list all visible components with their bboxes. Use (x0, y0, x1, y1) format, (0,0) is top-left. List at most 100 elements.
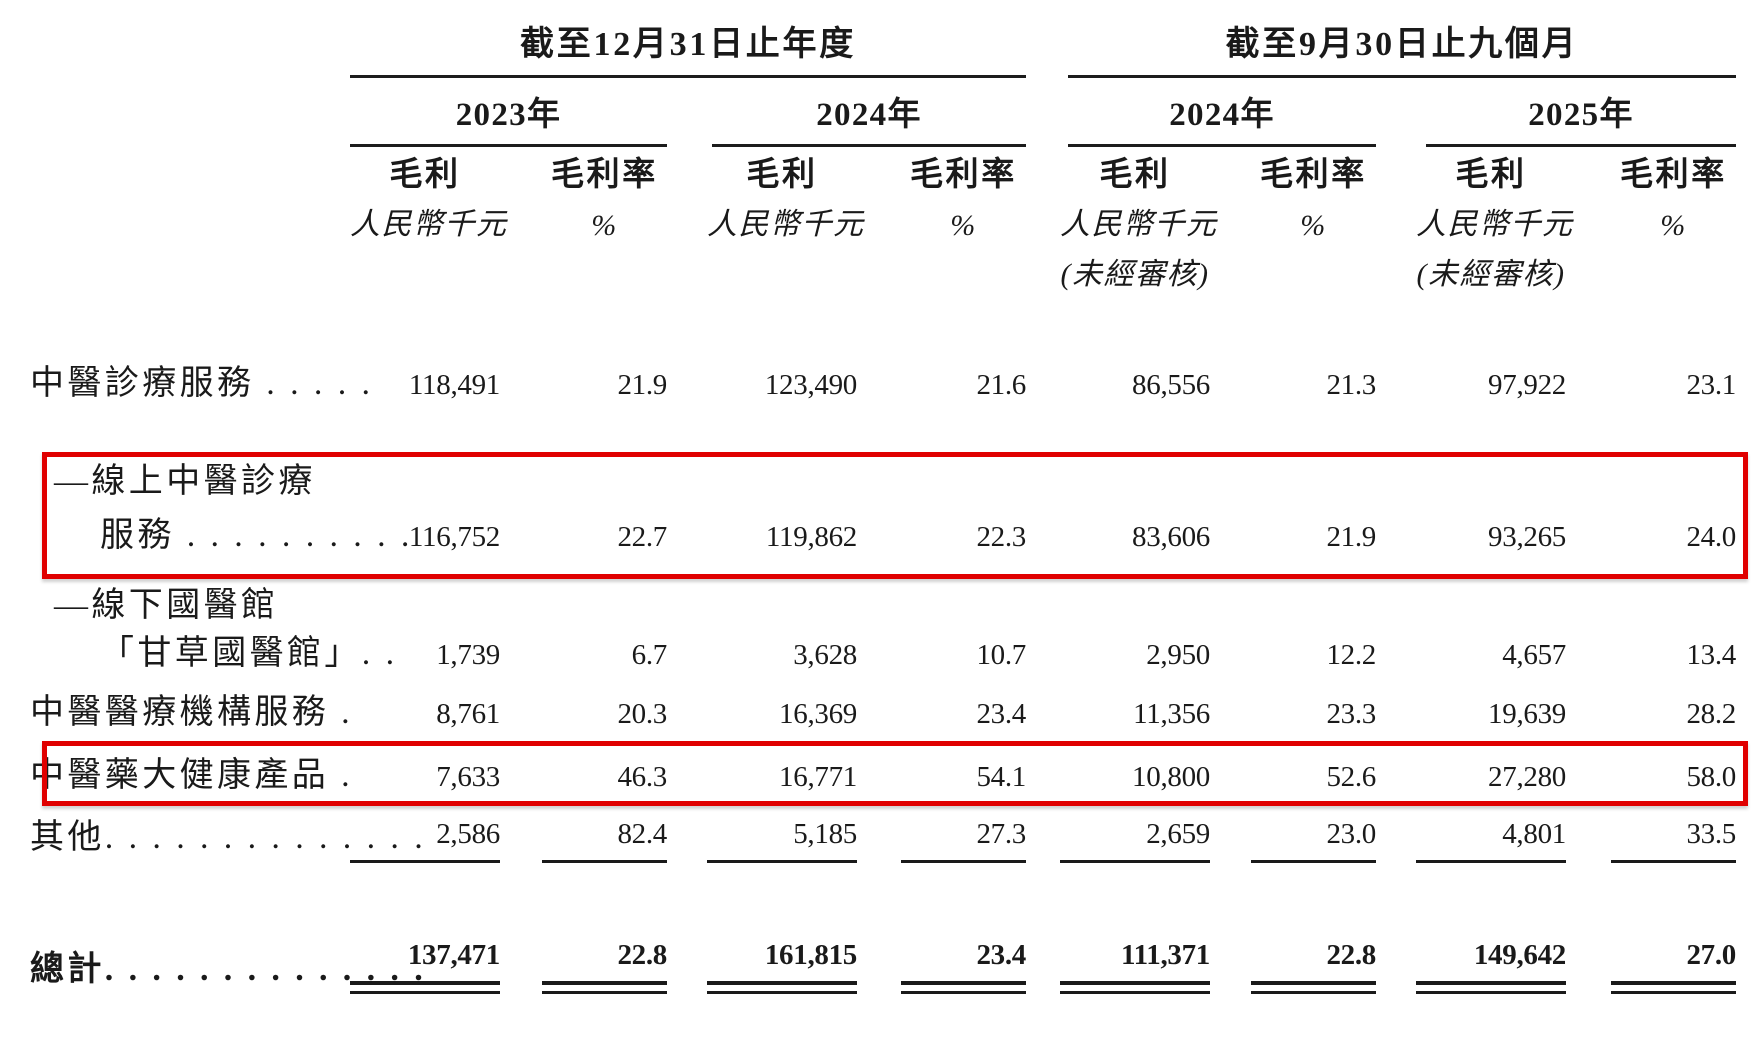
gross-profit-label: 毛利 (389, 157, 461, 193)
value-cell: 4,657 (1502, 639, 1566, 671)
total-value-cell: 161,815 (667, 935, 857, 1000)
gross-margin-label: 毛利率 (551, 157, 658, 193)
gross-margin-label: 毛利率 (910, 157, 1017, 193)
value-cell: 27,280 (1488, 761, 1566, 793)
value-cell: 86,556 (1132, 369, 1210, 401)
value-cell: 2,950 (1146, 639, 1210, 671)
col-header-gross-profit: 毛利 (350, 147, 500, 199)
value-cell: 21.6 (976, 369, 1026, 401)
value-cell: 8,761 (436, 698, 500, 730)
value-cell: 10,800 (1132, 761, 1210, 793)
unit-rmb-thousand: 人民幣千元 (350, 199, 508, 247)
unit-label: 人民幣千元 (350, 208, 508, 241)
value-cell: 16,771 (779, 761, 857, 793)
col-header-gross-margin: 毛利率 (857, 147, 1026, 199)
unit-label: % (950, 209, 977, 242)
col-header-gross-margin: 毛利率 (1566, 147, 1736, 199)
row-label-online-tcm-services-line1: —線上中醫診療 (30, 458, 350, 506)
value-cell: 28.2 (1686, 698, 1736, 730)
total-value-cell: 23.4 (857, 935, 1026, 1000)
value-cell: 5,185 (667, 810, 857, 862)
gross-margin-label: 毛利率 (1620, 157, 1727, 193)
value-cell: 2,586 (350, 810, 500, 862)
value-cell: 19,639 (1488, 698, 1566, 730)
value-cell: 82.4 (500, 810, 667, 862)
col-header-gross-margin: 毛利率 (500, 147, 667, 199)
unit-percent: % (500, 199, 667, 247)
value-cell: 6.7 (631, 639, 668, 671)
value-cell: 16,369 (779, 698, 857, 730)
value-cell: 2,659 (1026, 810, 1210, 862)
row-label-total: 總計. . . . . . . . . . . . . . (30, 935, 423, 1000)
value-cell: 23.0 (1210, 810, 1376, 862)
row-label-text: 服務 . . . . . . . . . . (100, 517, 413, 554)
value-cell: 22.7 (617, 521, 667, 553)
note-unaudited: (未經審核) (1026, 247, 1210, 297)
value-cell: 21.9 (617, 369, 667, 401)
value-cell: 118,491 (408, 369, 500, 401)
value-cell: 23.4 (976, 698, 1026, 730)
unit-label: 人民幣千元 (707, 208, 865, 241)
value-cell: 4,801 (1376, 810, 1566, 862)
value-cell: 83,606 (1132, 521, 1210, 553)
value-cell: 116,752 (408, 521, 500, 553)
year-label: 2023年 (455, 97, 562, 133)
unit-label: 人民幣千元 (1060, 208, 1218, 241)
value-cell: 33.5 (1566, 810, 1736, 862)
value-cell: 7,633 (436, 761, 500, 793)
total-value-cell: 137,471 (350, 935, 500, 1000)
unit-percent: % (1566, 199, 1736, 247)
value-cell: 23.1 (1686, 369, 1736, 401)
year-label: 2025年 (1528, 97, 1634, 133)
period-header-annual: 截至12月31日止年度 (350, 0, 1026, 78)
gross-profit-label: 毛利 (746, 157, 818, 193)
value-cell: 21.9 (1326, 521, 1376, 553)
col-header-gross-profit: 毛利 (667, 147, 857, 199)
value-cell: 93,265 (1488, 521, 1566, 553)
value-cell: 97,922 (1488, 369, 1566, 401)
unit-label: % (1660, 209, 1687, 242)
total-value-cell: 27.0 (1566, 935, 1736, 1000)
total-value-cell: 22.8 (1210, 935, 1376, 1000)
unit-rmb-thousand: 人民幣千元 (1376, 199, 1574, 247)
unit-percent: % (857, 199, 1026, 247)
col-header-gross-margin: 毛利率 (1210, 147, 1376, 199)
year-header-2024-annual: 2024年 (712, 78, 1026, 147)
period-header-nine-months: 截至9月30日止九個月 (1068, 0, 1736, 78)
value-cell: 1,739 (436, 639, 500, 671)
year-header-2024-nine-months: 2024年 (1068, 78, 1376, 147)
value-cell: 52.6 (1326, 761, 1376, 793)
total-value-cell: 111,371 (1026, 935, 1210, 1000)
unit-rmb-thousand: 人民幣千元 (1026, 199, 1218, 247)
value-cell: 27.3 (857, 810, 1026, 862)
value-cell: 24.0 (1686, 521, 1736, 553)
unit-label: % (1300, 209, 1327, 242)
unit-label: 人民幣千元 (1416, 208, 1574, 241)
unaudited-label: (未經審核) (1416, 258, 1566, 291)
row-label-text: —線下國醫館 (54, 587, 279, 624)
row-label-text: 「甘草國醫館」. . (100, 635, 398, 672)
value-cell: 11,356 (1133, 698, 1210, 730)
unit-percent: % (1210, 199, 1376, 247)
year-header-2023: 2023年 (350, 78, 667, 147)
row-label-offline-clinics-line1: —線下國醫館 (30, 585, 350, 630)
value-cell: 21.3 (1326, 369, 1376, 401)
row-label-text: 中醫藥大健康產品 . (30, 757, 353, 794)
total-value-cell: 22.8 (500, 935, 667, 1000)
row-label-text: 中醫醫療機構服務 . (30, 694, 353, 731)
value-cell: 58.0 (1686, 761, 1736, 793)
value-cell: 54.1 (976, 761, 1026, 793)
unaudited-label: (未經審核) (1060, 258, 1210, 291)
row-label-tcm-health-products: 中醫藥大健康產品 . (30, 745, 350, 800)
value-cell: 22.3 (976, 521, 1026, 553)
period-header-nine-months-label: 截至9月30日止九個月 (1225, 26, 1579, 63)
total-value-cell: 149,642 (1376, 935, 1566, 1000)
gross-profit-table: 截至12月31日止年度 截至9月30日止九個月 2023年 2024年 2024… (30, 0, 1736, 1000)
year-header-2025-nine-months: 2025年 (1426, 78, 1736, 147)
value-cell: 46.3 (617, 761, 667, 793)
col-header-gross-profit: 毛利 (1026, 147, 1210, 199)
value-cell: 119,862 (765, 521, 857, 553)
unit-rmb-thousand: 人民幣千元 (667, 199, 865, 247)
period-header-annual-label: 截至12月31日止年度 (520, 26, 856, 63)
